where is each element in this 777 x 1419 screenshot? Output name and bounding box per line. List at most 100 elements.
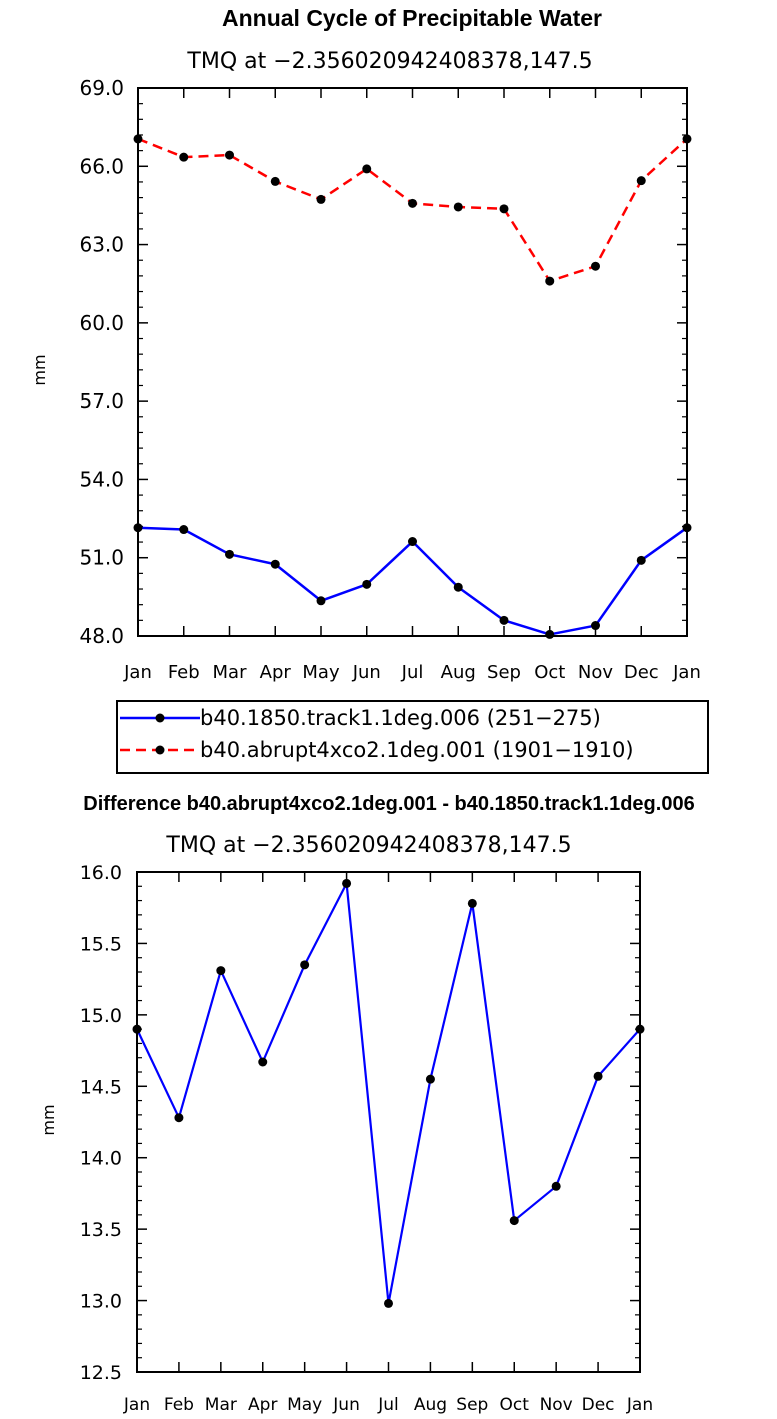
- series-group: [133, 134, 692, 639]
- x-tick-label: May: [302, 662, 340, 683]
- data-point: [467, 898, 477, 908]
- data-point: [551, 1181, 561, 1191]
- x-tick-label: Jan: [123, 1395, 150, 1415]
- x-tick-label: Aug: [441, 662, 476, 683]
- y-tick-label: 63.0: [79, 233, 124, 257]
- legend-marker-4xco2: [155, 745, 165, 755]
- data-point: [453, 582, 463, 592]
- data-point: [362, 579, 372, 589]
- x-tick-label: Apr: [260, 662, 292, 683]
- y-axis-label: mm: [39, 1104, 58, 1135]
- x-tick-label: May: [287, 1395, 322, 1415]
- x-tick-label: Dec: [624, 662, 659, 683]
- x-tick-label: Sep: [487, 662, 521, 683]
- legend-box: [116, 700, 709, 774]
- x-tick-label: Feb: [168, 662, 200, 683]
- y-tick-label: 15.5: [80, 933, 122, 955]
- y-tick-label: 54.0: [79, 467, 124, 491]
- x-tick-label: Jul: [377, 1395, 399, 1415]
- y-tick-label: 12.5: [80, 1362, 122, 1384]
- x-tick-label: Dec: [582, 1395, 615, 1415]
- data-point: [682, 523, 692, 533]
- data-point: [179, 152, 189, 162]
- x-tick-label: Jan: [123, 662, 152, 683]
- x-tick-label: Oct: [534, 662, 565, 683]
- data-point: [682, 134, 692, 144]
- chart-title: Difference b40.abrupt4xco2.1deg.001 - b4…: [83, 793, 694, 815]
- chart-subtitle: TMQ at −2.356020942408378,147.5: [165, 833, 571, 858]
- data-point: [408, 537, 417, 547]
- data-point: [545, 276, 555, 286]
- data-point: [384, 1298, 393, 1308]
- data-point: [270, 559, 280, 569]
- data-point: [225, 150, 234, 160]
- x-tick-label: Jun: [352, 662, 381, 683]
- plot-frame: [137, 87, 688, 637]
- chart-subtitle: TMQ at −2.356020942408378,147.5: [186, 49, 592, 74]
- data-point: [225, 549, 234, 559]
- x-tick-label: Feb: [164, 1395, 194, 1415]
- legend-entry-control: b40.1850.track1.1deg.006 (251−275): [200, 706, 601, 730]
- data-point: [545, 629, 555, 639]
- x-tick-label: Jul: [401, 662, 424, 683]
- y-tick-label: 69.0: [79, 76, 124, 100]
- data-point: [636, 555, 646, 565]
- data-point: [499, 204, 509, 214]
- data-point: [362, 164, 372, 174]
- axes: 48.0 51.0 54.0 57.0 60.0 63.0 66.0 69.0 Jan Feb Ma…: [79, 76, 700, 683]
- y-tick-label: 66.0: [79, 154, 124, 178]
- legend: b40.1850.track1.1deg.006 (251−275) b40.a…: [116, 700, 709, 774]
- data-point: [316, 194, 326, 204]
- series-line-1: [137, 137, 688, 283]
- axes: 12.5 13.0 13.5 14.0 14.5 15.0 15.5 16.0 Jan Feb Ma…: [80, 862, 653, 1415]
- data-point: [133, 523, 143, 533]
- data-point: [270, 176, 280, 186]
- x-tick-label: Sep: [456, 1395, 488, 1415]
- chart-annual-cycle: Annual Cycle of Precipitable Water TMQ a…: [30, 5, 709, 774]
- y-tick-label: 57.0: [79, 389, 124, 413]
- y-tick-label: 60.0: [79, 311, 124, 335]
- data-point: [425, 1074, 435, 1084]
- data-point: [300, 960, 310, 970]
- y-tick-label: 15.0: [80, 1005, 122, 1027]
- y-tick-label: 14.0: [80, 1148, 122, 1170]
- data-point: [132, 1024, 142, 1034]
- y-tick-label: 48.0: [79, 624, 124, 648]
- x-tick-label: Apr: [248, 1395, 277, 1415]
- y-tick-label: 13.5: [80, 1219, 122, 1241]
- chart-title: Annual Cycle of Precipitable Water: [222, 5, 602, 31]
- x-tick-label: Jan: [672, 662, 701, 683]
- data-point: [591, 261, 600, 271]
- data-point: [593, 1071, 603, 1081]
- data-point: [316, 596, 326, 606]
- y-axis-label: mm: [30, 354, 49, 385]
- y-tick-label: 16.0: [80, 862, 122, 884]
- data-point: [174, 1113, 184, 1123]
- data-point: [509, 1216, 519, 1226]
- data-point: [591, 621, 600, 631]
- data-point: [453, 202, 463, 212]
- data-point: [636, 176, 646, 186]
- series-group: [132, 878, 645, 1308]
- x-tick-label: Mar: [205, 1395, 237, 1415]
- data-point: [179, 525, 189, 535]
- data-point: [133, 134, 143, 144]
- y-tick-label: 51.0: [79, 546, 124, 570]
- y-tick-label: 14.5: [80, 1076, 122, 1098]
- x-tick-label: Nov: [578, 662, 613, 683]
- x-tick-label: Aug: [414, 1395, 447, 1415]
- data-point: [635, 1024, 645, 1034]
- data-point: [499, 615, 509, 625]
- data-point: [216, 966, 226, 976]
- x-tick-label: Nov: [540, 1395, 573, 1415]
- data-point: [258, 1057, 268, 1067]
- y-tick-label: 13.0: [80, 1291, 122, 1313]
- series-line-0: [136, 882, 641, 1305]
- x-tick-label: Mar: [213, 662, 248, 683]
- legend-marker-control: [155, 713, 165, 723]
- data-point: [342, 878, 352, 888]
- legend-entry-4xco2: b40.abrupt4xco2.1deg.001 (1901−1910): [200, 738, 634, 762]
- data-point: [408, 198, 417, 208]
